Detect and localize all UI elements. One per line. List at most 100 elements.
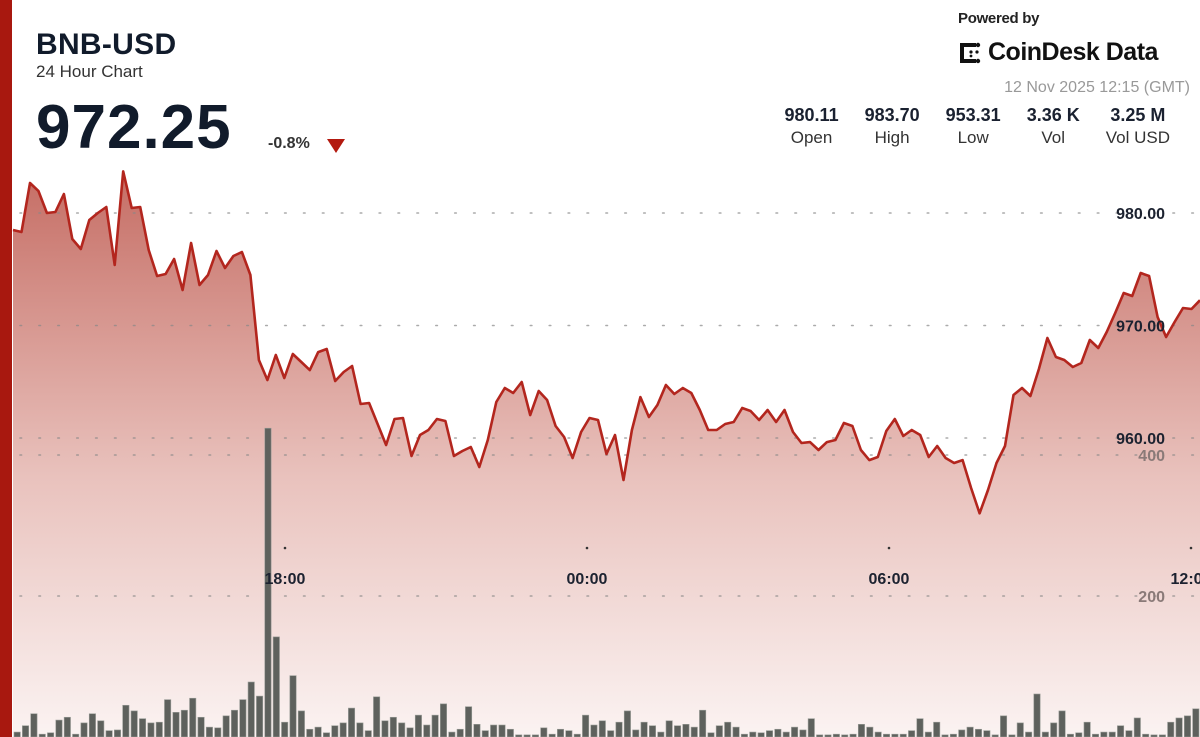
volume-bar (348, 707, 356, 737)
volume-tick-label: 200 (1138, 589, 1165, 606)
volume-bar (180, 709, 188, 737)
volume-bar (866, 726, 874, 737)
stat-label: Open (790, 128, 833, 147)
volume-bar (665, 720, 673, 737)
volume-bar (791, 726, 799, 737)
volume-bar (807, 718, 815, 737)
stat-value: 3.25 M (1110, 105, 1166, 125)
volume-bar (523, 734, 531, 737)
brand-logo: CoinDesk Data (958, 38, 1158, 67)
stats-row: 980.11 Open 983.70 High 953.31 Low 3.36 K Vo… (759, 104, 1170, 150)
volume-bar (1025, 731, 1033, 737)
price-tick-label: 960.00 (1116, 431, 1165, 448)
volume-bar (941, 734, 949, 737)
volume-bar (289, 675, 297, 737)
volume-bar (22, 725, 30, 737)
volume-bar (983, 730, 991, 737)
volume-bar (130, 710, 138, 737)
volume-bar (314, 726, 322, 737)
volume-bar (55, 719, 63, 737)
accent-bar (0, 0, 12, 737)
volume-bar (80, 722, 88, 737)
volume-bar (456, 728, 464, 737)
volume-bar (991, 734, 999, 737)
volume-bar (406, 727, 414, 737)
volume-bar (732, 726, 740, 737)
volume-bars (13, 427, 1200, 737)
volume-bar (975, 728, 982, 737)
x-tick-label: 18:00 (265, 571, 306, 588)
chart-subtitle: 24 Hour Chart (36, 62, 143, 81)
volume-bar (506, 728, 514, 737)
x-tick-label: 06:00 (869, 571, 910, 588)
volume-bar (557, 728, 565, 737)
volume-bar (222, 715, 230, 737)
x-tick-mark (283, 546, 287, 550)
volume-bar (1033, 693, 1041, 737)
volume-tick-label: 400 (1138, 448, 1165, 465)
volume-bar (1058, 710, 1066, 737)
volume-bar (272, 636, 280, 737)
volume-bar (172, 712, 180, 737)
volume-bar (598, 720, 606, 737)
volume-bar (1100, 731, 1108, 737)
volume-bar (924, 731, 932, 737)
volume-bar (749, 731, 757, 737)
volume-bar (916, 718, 924, 737)
stat-value: 3.36 K (1026, 105, 1080, 125)
stat-open: 980.11 Open (785, 104, 839, 150)
volume-bar (364, 730, 372, 737)
volume-bar (632, 729, 640, 737)
x-tick-label: 12:00 (1171, 571, 1200, 588)
volume-bar (389, 716, 397, 737)
volume-bar (381, 720, 389, 737)
powered-by-label: Powered by (958, 10, 1040, 27)
volume-bar (97, 720, 105, 737)
volume-bar (356, 722, 364, 737)
volume-bar (481, 730, 489, 737)
volume-bar (1000, 715, 1008, 737)
gridlines (19, 212, 1200, 597)
volume-bar (623, 710, 631, 737)
volume-bar (715, 725, 723, 737)
stat-vol-usd: 3.25 M Vol USD (1106, 104, 1170, 150)
volume-bar (431, 714, 439, 737)
volume-bar (1150, 734, 1158, 737)
stat-value: 983.70 (864, 105, 920, 125)
volume-bar (682, 724, 690, 737)
volume-bar (231, 709, 238, 737)
volume-bar (189, 697, 197, 737)
volume-bar (281, 721, 289, 737)
symbol-title: BNB-USD (36, 28, 177, 61)
stat-value: 980.11 (784, 105, 839, 125)
volume-bar (147, 722, 155, 737)
volume-bar (531, 734, 539, 737)
volume-bar (114, 729, 121, 737)
volume-bar (164, 699, 172, 737)
volume-bar (1008, 734, 1016, 737)
volume-bar (1175, 717, 1183, 737)
volume-bar (933, 721, 941, 737)
volume-bar (824, 734, 832, 737)
down-triangle-icon (327, 139, 345, 153)
x-tick-mark (1189, 546, 1193, 550)
volume-bar (398, 722, 406, 737)
volume-bar (1117, 725, 1125, 737)
volume-bar (674, 725, 682, 737)
volume-bar (874, 731, 882, 737)
volume-bar (1041, 731, 1049, 737)
volume-bar (774, 728, 782, 737)
stat-label: Vol (1041, 128, 1066, 147)
volume-bar (615, 721, 623, 737)
volume-bar (640, 721, 648, 737)
volume-bar (122, 704, 130, 737)
volume-bar (565, 730, 573, 737)
price-line (12, 170, 1200, 515)
stat-value: 953.31 (945, 105, 1001, 125)
volume-bar (1183, 715, 1191, 737)
volume-bar (205, 726, 213, 737)
volume-bar (47, 732, 55, 737)
volume-bar (1016, 722, 1024, 737)
